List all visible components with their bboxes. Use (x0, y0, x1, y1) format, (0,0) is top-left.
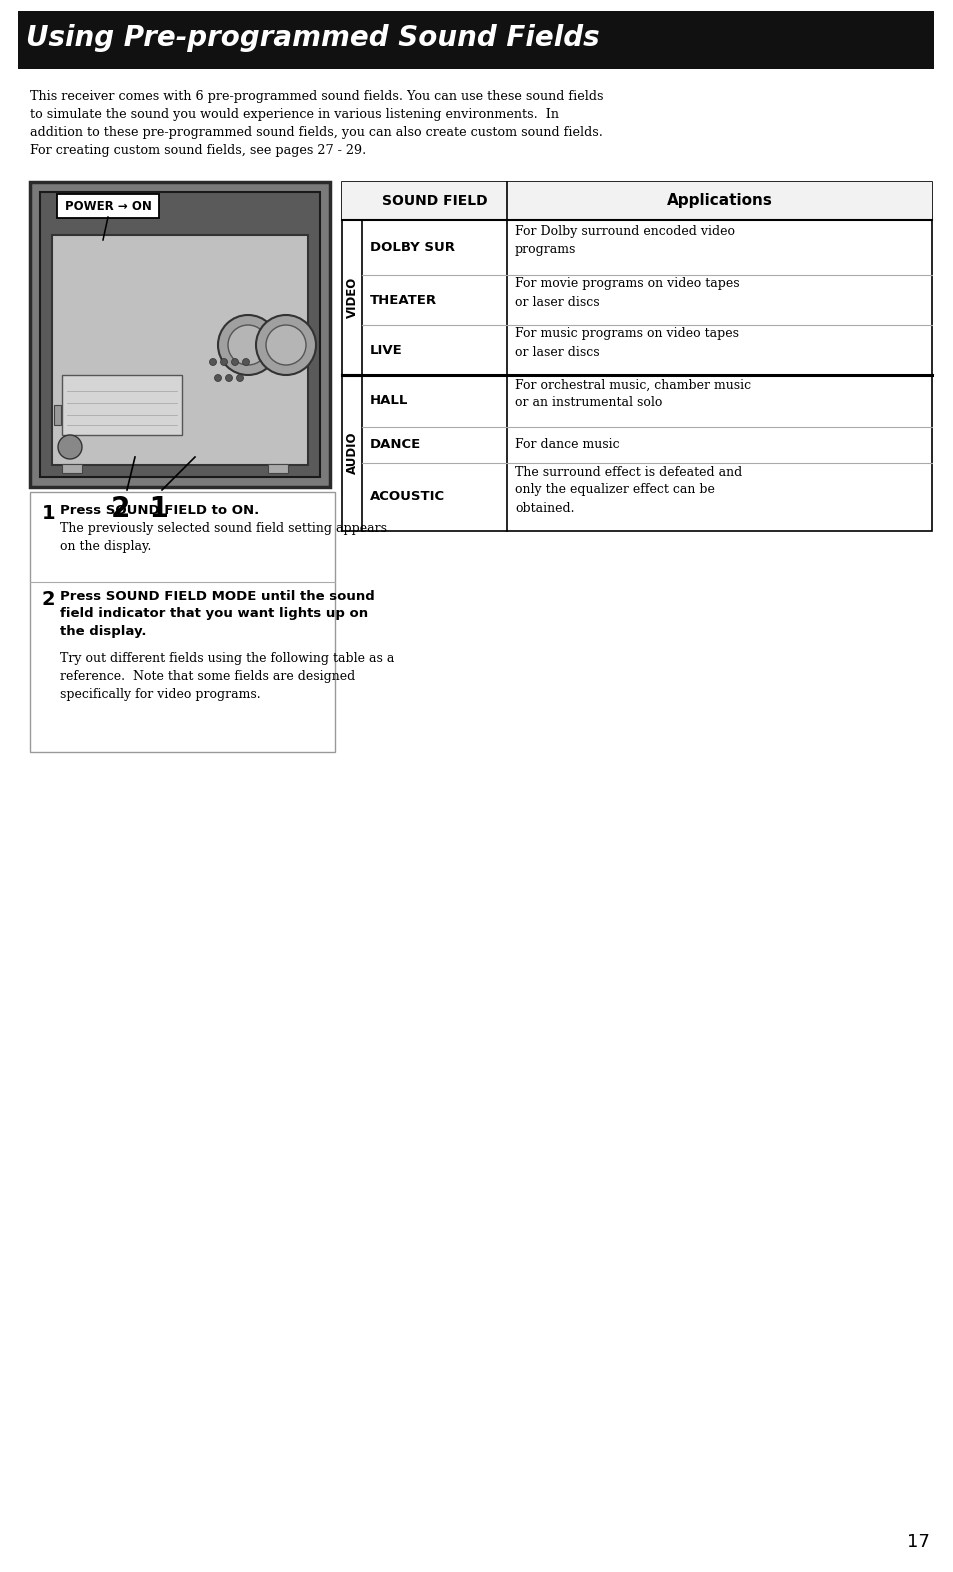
Circle shape (218, 314, 277, 376)
Text: For music programs on video tapes
or laser discs: For music programs on video tapes or las… (515, 327, 739, 358)
Circle shape (236, 374, 243, 382)
Text: AUDIO: AUDIO (345, 432, 358, 475)
Text: SOUND FIELD: SOUND FIELD (381, 193, 487, 208)
Text: 17: 17 (905, 1533, 928, 1552)
Text: 1: 1 (42, 505, 55, 523)
Bar (341, 182, 931, 220)
FancyBboxPatch shape (57, 193, 159, 219)
Text: For dance music: For dance music (515, 439, 619, 451)
Circle shape (225, 374, 233, 382)
Bar (62, 464, 82, 473)
Text: Using Pre-programmed Sound Fields: Using Pre-programmed Sound Fields (26, 24, 599, 52)
Bar (54, 406, 61, 424)
Text: Try out different fields using the following table as a
reference.  Note that so: Try out different fields using the follo… (60, 652, 394, 701)
Text: For creating custom sound fields, see pages 27 - 29.: For creating custom sound fields, see pa… (30, 145, 366, 157)
Text: 2  1: 2 1 (111, 495, 169, 523)
Bar (40, 192, 319, 476)
Circle shape (210, 358, 216, 366)
Text: to simulate the sound you would experience in various listening environments.  I: to simulate the sound you would experien… (30, 108, 558, 121)
Text: This receiver comes with 6 pre-programmed sound fields. You can use these sound : This receiver comes with 6 pre-programme… (30, 90, 603, 104)
Circle shape (58, 435, 82, 459)
Text: 2: 2 (42, 590, 55, 608)
Text: For movie programs on video tapes
or laser discs: For movie programs on video tapes or las… (515, 278, 739, 308)
Text: Applications: Applications (666, 193, 772, 209)
Text: HALL: HALL (370, 395, 408, 407)
Circle shape (214, 374, 221, 382)
Text: THEATER: THEATER (370, 294, 436, 307)
Bar (18, 11, 933, 69)
Circle shape (242, 358, 250, 366)
Text: addition to these pre-programmed sound fields, you can also create custom sound : addition to these pre-programmed sound f… (30, 126, 602, 138)
Bar (52, 234, 308, 465)
Text: The previously selected sound field setting appears
on the display.: The previously selected sound field sett… (60, 522, 387, 553)
Bar (30, 182, 330, 487)
Circle shape (266, 325, 306, 365)
Bar (341, 182, 931, 531)
Text: DOLBY SUR: DOLBY SUR (370, 241, 455, 255)
Text: Press SOUND FIELD MODE until the sound
field indicator that you want lights up o: Press SOUND FIELD MODE until the sound f… (60, 590, 375, 638)
Text: ACOUSTIC: ACOUSTIC (370, 490, 445, 503)
Bar (268, 464, 288, 473)
Text: POWER → ON: POWER → ON (65, 200, 152, 212)
Circle shape (232, 358, 238, 366)
Text: For Dolby surround encoded video
programs: For Dolby surround encoded video program… (515, 225, 734, 256)
Text: The surround effect is defeated and
only the equalizer effect can be
obtained.: The surround effect is defeated and only… (515, 465, 741, 514)
Text: LIVE: LIVE (370, 344, 402, 357)
Circle shape (220, 358, 227, 366)
Circle shape (228, 325, 268, 365)
Bar (30, 492, 335, 751)
Circle shape (255, 314, 315, 376)
Text: DANCE: DANCE (370, 439, 421, 451)
Text: For orchestral music, chamber music
or an instrumental solo: For orchestral music, chamber music or a… (515, 379, 750, 409)
Text: Press SOUND FIELD to ON.: Press SOUND FIELD to ON. (60, 505, 259, 517)
Text: VIDEO: VIDEO (345, 277, 358, 318)
Bar (62, 376, 182, 435)
